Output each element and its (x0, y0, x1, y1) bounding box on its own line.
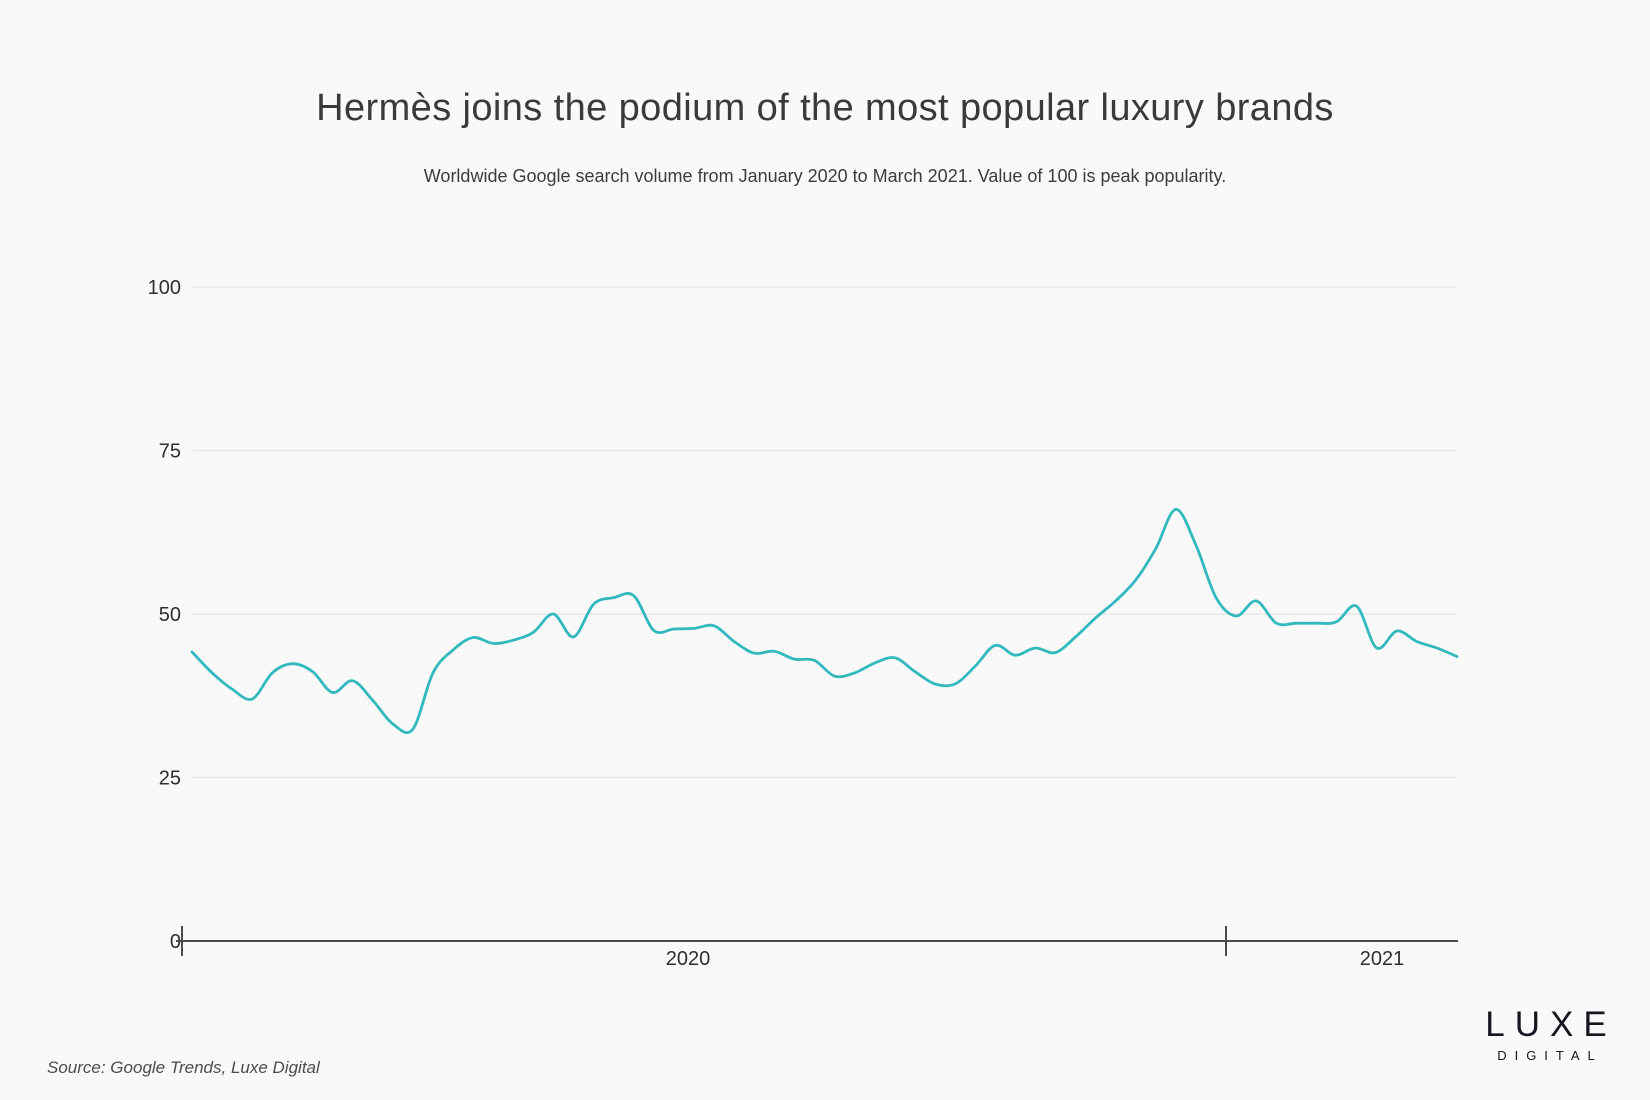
source-credit: Source: Google Trends, Luxe Digital (47, 1058, 320, 1077)
y-axis-tick-label: 25 (159, 768, 181, 790)
trend-line (190, 508, 1459, 734)
x-axis-tick-label: 2021 (1360, 948, 1405, 970)
y-axis-tick-label: 50 (159, 604, 181, 626)
y-axis-tick-label: 100 (148, 277, 181, 299)
page-title: Hermès joins the podium of the most popu… (316, 87, 1334, 130)
y-axis-tick-label: 75 (159, 441, 181, 463)
logo-wordmark: LUXE (1485, 1005, 1617, 1044)
x-axis-tick-label: 2020 (666, 948, 711, 970)
y-axis-tick-label: 0 (170, 931, 181, 953)
page-subtitle: Worldwide Google search volume from Janu… (423, 166, 1227, 186)
luxe-digital-logo: LUXE DIGITAL (1476, 1005, 1617, 1063)
logo-subtext: DIGITAL (1497, 1047, 1603, 1063)
